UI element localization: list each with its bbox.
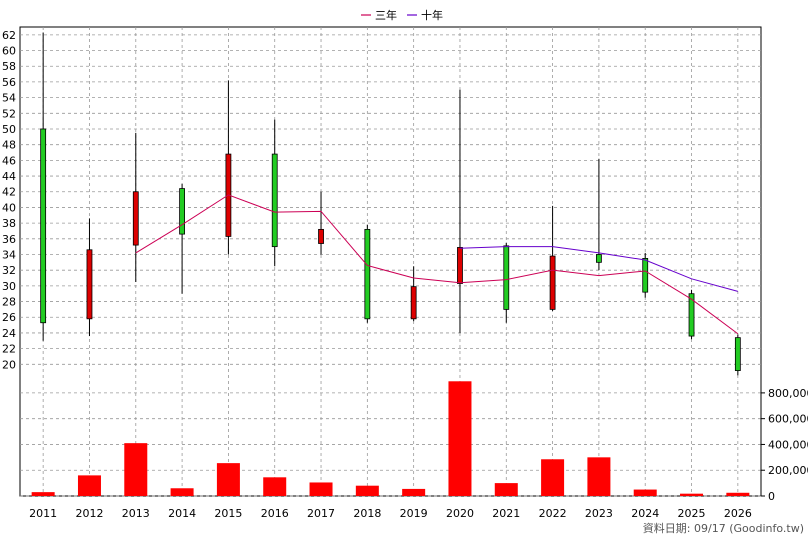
price-tick-label: 38 — [2, 217, 16, 230]
price-tick-label: 44 — [2, 170, 16, 183]
volume-bar — [726, 492, 750, 496]
candle-body — [410, 286, 417, 320]
price-tick-label: 50 — [2, 123, 16, 136]
volume-bar — [170, 488, 194, 496]
volume-bar — [216, 463, 240, 496]
price-tick-label: 56 — [2, 76, 16, 89]
price-tick-label: 32 — [2, 264, 16, 277]
year-tick-label: 2017 — [307, 507, 335, 520]
price-tick-label: 58 — [2, 60, 16, 73]
price-tick-label: 40 — [2, 201, 16, 214]
price-tick-label: 42 — [2, 186, 16, 199]
volume-bars — [31, 381, 750, 496]
year-tick-label: 2022 — [539, 507, 567, 520]
volume-bar — [31, 492, 55, 496]
year-tick-label: 2015 — [214, 507, 242, 520]
candle-body — [642, 258, 649, 293]
legend-label-3yr: 三年 — [375, 8, 397, 22]
price-tick-label: 46 — [2, 154, 16, 167]
price-tick-label: 54 — [2, 92, 16, 105]
price-tick-label: 24 — [2, 327, 16, 340]
candle-body — [503, 245, 510, 310]
price-tick-label: 48 — [2, 139, 16, 152]
price-tick-label: 26 — [2, 311, 16, 324]
year-tick-label: 2024 — [631, 507, 659, 520]
year-tick-label: 2018 — [353, 507, 381, 520]
price-tick-label: 52 — [2, 107, 16, 120]
plot-frame — [19, 26, 762, 497]
volume-axis: 0 200,000 400,000 600,000 800,000 — [760, 380, 808, 503]
price-tick-label: 22 — [2, 343, 16, 356]
price-tick-label: 30 — [2, 280, 16, 293]
price-tick-label: 60 — [2, 45, 16, 58]
volume-tick-label: 800,000 — [768, 387, 808, 400]
volume-bar — [263, 477, 287, 496]
year-tick-label: 2012 — [75, 507, 103, 520]
year-tick-label: 2016 — [261, 507, 289, 520]
candle-body — [271, 153, 278, 248]
candle-body — [318, 228, 324, 244]
price-tick-label: 28 — [2, 296, 16, 309]
price-tick-label: 36 — [2, 233, 16, 246]
year-tick-label: 2021 — [492, 507, 520, 520]
volume-bar — [587, 457, 611, 496]
candle-body — [457, 247, 463, 284]
candlesticks — [40, 32, 741, 376]
price-tick-label: 62 — [2, 29, 16, 42]
candle-body — [596, 254, 602, 263]
volume-tick-label: 400,000 — [768, 438, 808, 451]
year-tick-label: 2025 — [678, 507, 706, 520]
volume-bar — [680, 493, 704, 496]
volume-bar — [402, 488, 426, 496]
price-tick-label: 34 — [2, 248, 16, 261]
volume-bar — [355, 485, 379, 496]
year-tick-label: 2013 — [122, 507, 150, 520]
candle-body — [688, 293, 695, 337]
year-axis: 2011 2012 2013 2014 2015 2016 2017 2018 2019 2020… — [29, 507, 752, 520]
volume-bar — [541, 459, 565, 496]
volume-tick-label: 0 — [768, 490, 775, 503]
year-tick-label: 2023 — [585, 507, 613, 520]
candle-body — [40, 128, 47, 324]
year-tick-label: 2020 — [446, 507, 474, 520]
volume-bar — [494, 483, 518, 496]
volume-bar — [309, 482, 333, 496]
candle-body — [364, 228, 371, 320]
legend: 三年 十年 — [361, 8, 443, 22]
volume-bar — [448, 381, 472, 496]
price-tick-label: 20 — [2, 358, 16, 371]
price-axis: 20 22 24 26 28 30 32 34 36 38 40 42 44 46 48 50 52 54 56 58… — [2, 29, 16, 371]
year-tick-label: 2014 — [168, 507, 196, 520]
candle-body — [86, 249, 93, 320]
volume-bar — [633, 489, 657, 496]
candle-body — [132, 191, 139, 246]
candle-body — [549, 255, 556, 310]
volume-bar — [124, 443, 148, 496]
series-line-10yr — [459, 246, 738, 292]
volume-tick-label: 200,000 — [768, 464, 808, 477]
candle-body — [734, 337, 741, 371]
volume-bar — [77, 475, 101, 496]
series-line-3yr — [135, 194, 739, 335]
moving-average-lines — [135, 194, 739, 335]
year-tick-label: 2026 — [724, 507, 752, 520]
candle-body — [179, 188, 185, 235]
year-tick-label: 2011 — [29, 507, 57, 520]
source-label: 資料日期: 09/17 (Goodinfo.tw) — [643, 521, 804, 535]
year-tick-label: 2019 — [400, 507, 428, 520]
volume-tick-label: 600,000 — [768, 413, 808, 426]
legend-label-10yr: 十年 — [421, 8, 443, 22]
